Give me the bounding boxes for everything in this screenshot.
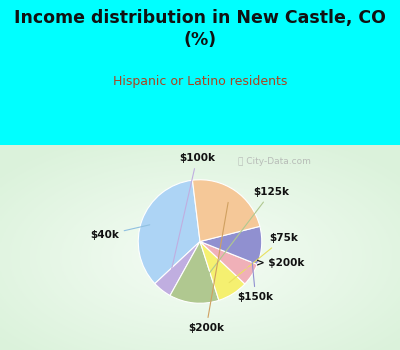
Text: $100k: $100k — [170, 153, 215, 279]
Wedge shape — [200, 241, 257, 284]
Wedge shape — [170, 241, 219, 303]
Wedge shape — [200, 241, 245, 300]
Wedge shape — [192, 180, 260, 242]
Text: Ⓢ City-Data.com: Ⓢ City-Data.com — [238, 157, 311, 166]
Wedge shape — [200, 226, 262, 265]
Text: $150k: $150k — [238, 247, 274, 302]
Text: Income distribution in New Castle, CO
(%): Income distribution in New Castle, CO (%… — [14, 9, 386, 49]
Text: > $200k: > $200k — [246, 258, 304, 268]
Wedge shape — [138, 180, 200, 284]
Wedge shape — [155, 241, 200, 295]
Text: $125k: $125k — [197, 187, 289, 290]
Text: $40k: $40k — [90, 225, 150, 240]
Text: $200k: $200k — [188, 202, 228, 333]
Text: Hispanic or Latino residents: Hispanic or Latino residents — [113, 75, 287, 88]
Text: $75k: $75k — [229, 233, 298, 282]
